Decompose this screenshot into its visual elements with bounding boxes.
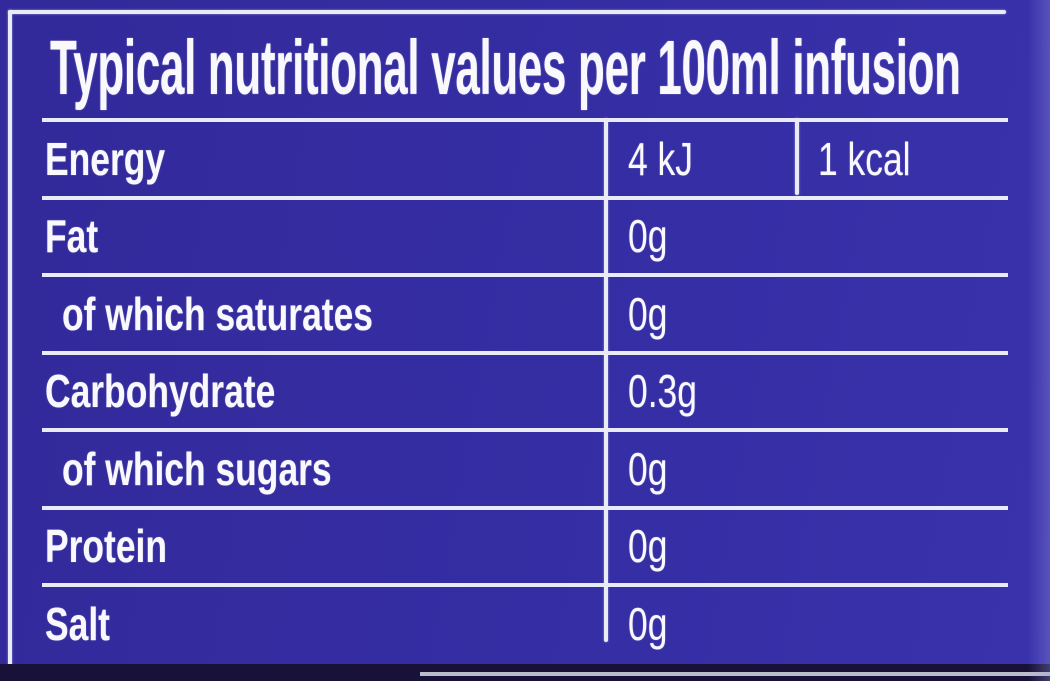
panel-left-border-line [8, 10, 12, 678]
row-value: 0g [628, 520, 668, 573]
row-label: of which sugars [62, 442, 332, 495]
row-label: Protein [45, 520, 168, 573]
row-value: 0.3g [628, 365, 697, 418]
table-row: Protein 0g [42, 505, 1008, 584]
row-label: Fat [45, 210, 99, 263]
row-label: of which saturates [62, 287, 373, 340]
table-row: Fat 0g [42, 195, 1008, 274]
value-column-divider-line [604, 118, 608, 642]
panel-top-border-line [8, 10, 1006, 14]
row-label: Energy [45, 132, 166, 185]
table-row: Carbohydrate 0.3g [42, 350, 1008, 429]
table-row: Energy 4 kJ 1 kcal [42, 118, 1008, 196]
row-label: Salt [45, 597, 110, 650]
box-right-edge-highlight [1028, 0, 1050, 681]
row-value: 0g [628, 210, 668, 263]
row-value: 0g [628, 442, 668, 495]
table-row: of which saturates 0g [42, 273, 1008, 351]
row-value: 0g [628, 287, 668, 340]
table-row: Salt 0g [42, 583, 1008, 661]
row-value: 0g [628, 597, 668, 650]
row-label: Carbohydrate [45, 365, 276, 418]
row-value: 4 kJ [628, 132, 693, 185]
energy-kcal-divider-line [795, 118, 799, 195]
nutrition-table: Energy 4 kJ 1 kcal Fat 0g of which saturates 0… [42, 118, 1008, 661]
row-value-secondary: 1 kcal [818, 132, 911, 185]
box-bottom-edge-highlight [420, 672, 1050, 676]
table-row: of which sugars 0g [42, 428, 1008, 506]
panel-title: Typical nutritional values per 100ml inf… [50, 25, 961, 111]
